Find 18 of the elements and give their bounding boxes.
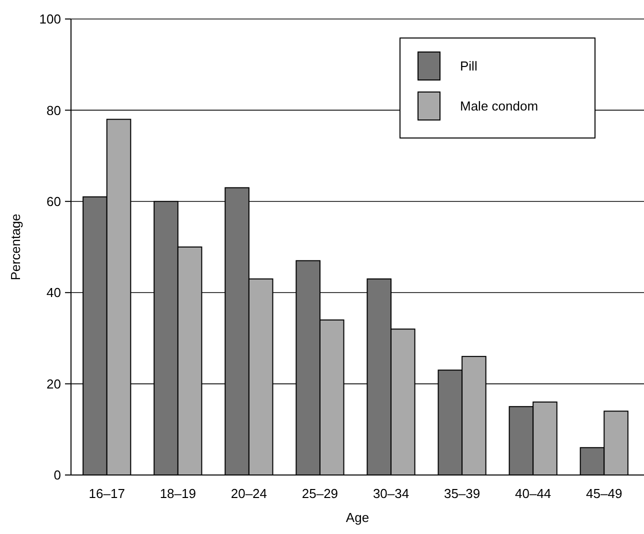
legend-label: Male condom <box>460 98 538 114</box>
x-tick-label: 30–34 <box>372 486 410 501</box>
y-tick-label: 0 <box>54 468 61 483</box>
x-tick-label: 35–39 <box>444 486 480 501</box>
y-tick-label: 20 <box>46 376 61 392</box>
y-tick-label: 40 <box>46 285 61 300</box>
x-axis-title: Age <box>346 510 370 525</box>
legend-label: Pill <box>460 58 478 74</box>
x-tick-label: 20–24 <box>230 486 268 501</box>
x-tick-label: 16–17 <box>88 486 125 501</box>
y-tick-label: 100 <box>39 12 61 27</box>
x-tick-label: 18–19 <box>160 486 196 501</box>
y-tick-label: 80 <box>46 102 61 118</box>
x-tick-label: 45–49 <box>586 486 622 501</box>
y-axis-title: Percentage <box>8 214 23 280</box>
x-tick-label: 25–29 <box>302 486 338 501</box>
y-tick-label: 60 <box>46 194 61 209</box>
x-tick-label: 40–44 <box>515 486 552 501</box>
